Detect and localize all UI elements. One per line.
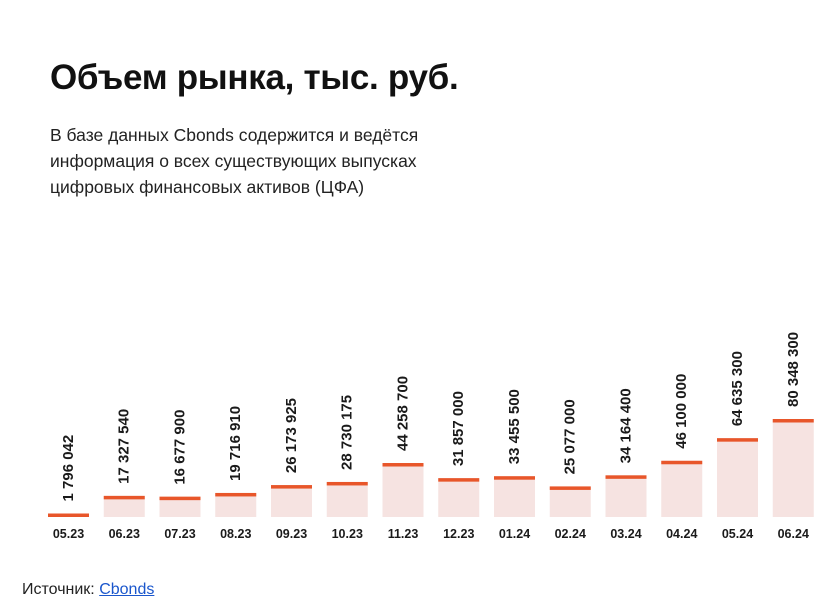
bar-cap-01.24	[494, 476, 535, 480]
bar-cap-06.23	[103, 495, 145, 500]
bar-cap-11.23	[382, 463, 424, 467]
x-tick-01.24: 01.24	[499, 527, 530, 541]
source-note: Источник: Cbonds	[22, 581, 154, 599]
bar-cap-03.24	[605, 475, 647, 479]
bar-07.23	[159, 496, 201, 517]
value-label-09.23: 26 173 925	[283, 398, 300, 473]
bar-cap-05.23	[48, 513, 89, 517]
x-tick-10.23: 10.23	[332, 527, 363, 541]
bar-cap-09.23	[271, 485, 312, 489]
bar-11.23	[382, 463, 424, 517]
x-tick-12.23: 12.23	[443, 527, 474, 541]
bar-cap-04.24	[661, 460, 703, 465]
bar-cap-02.24	[549, 486, 591, 490]
bar-08.23	[215, 492, 257, 517]
value-label-08.23: 19 716 910	[227, 406, 244, 481]
value-label-11.23: 44 258 700	[395, 376, 412, 451]
x-tick-05.24: 05.24	[722, 527, 753, 541]
x-tick-09.23: 09.23	[276, 527, 307, 541]
bar-03.24	[605, 475, 647, 517]
source-link[interactable]: Cbonds	[99, 581, 155, 598]
value-label-06.23: 17 327 540	[116, 409, 133, 484]
bar-05.24	[717, 438, 758, 517]
value-label-04.24: 46 100 000	[673, 374, 690, 449]
chart-subtitle: В базе данных Cbonds содержится и ведётс…	[50, 125, 419, 197]
value-label-10.23: 28 730 175	[339, 395, 356, 470]
bar-06.23	[103, 495, 145, 517]
x-tick-07.23: 07.23	[164, 527, 195, 541]
value-label-02.24: 25 077 000	[562, 399, 579, 474]
bar-10.23	[326, 481, 368, 517]
bar-02.24	[549, 486, 591, 517]
value-label-12.23: 31 857 000	[450, 391, 467, 466]
value-label-05.23: 1 796 042	[60, 435, 77, 502]
chart-title: Объем рынка, тыс. руб.	[50, 58, 459, 97]
bar-04.24	[661, 460, 703, 517]
value-label-05.24: 64 635 300	[729, 351, 746, 426]
bar-cap-05.24	[717, 438, 758, 442]
x-tick-06.24: 06.24	[778, 527, 809, 541]
value-label-06.24: 80 348 300	[785, 332, 802, 407]
x-tick-06.23: 06.23	[109, 527, 140, 541]
bar-cap-07.23	[159, 496, 201, 501]
bar-chart: 1 796 042 05.23 17 327 540 06.23 16 677 900 0…	[48, 332, 814, 541]
x-tick-11.23: 11.23	[388, 527, 419, 541]
x-tick-08.23: 08.23	[220, 527, 251, 541]
x-tick-04.24: 04.24	[666, 527, 697, 541]
bar-cap-06.24	[772, 419, 814, 423]
x-tick-03.24: 03.24	[610, 527, 641, 541]
value-label-07.23: 16 677 900	[172, 410, 189, 485]
x-tick-05.23: 05.23	[53, 527, 84, 541]
bar-09.23	[271, 485, 312, 517]
bar-06.24	[772, 419, 814, 517]
x-tick-02.24: 02.24	[555, 527, 586, 541]
bar-cap-08.23	[215, 492, 257, 497]
bar-12.23	[438, 478, 480, 517]
value-label-01.24: 33 455 500	[506, 389, 523, 464]
bar-cap-12.23	[438, 478, 480, 482]
source-label: Источник:	[22, 581, 100, 598]
bar-cap-10.23	[326, 481, 368, 486]
value-label-03.24: 34 164 400	[618, 388, 635, 463]
bar-01.24	[494, 476, 535, 517]
